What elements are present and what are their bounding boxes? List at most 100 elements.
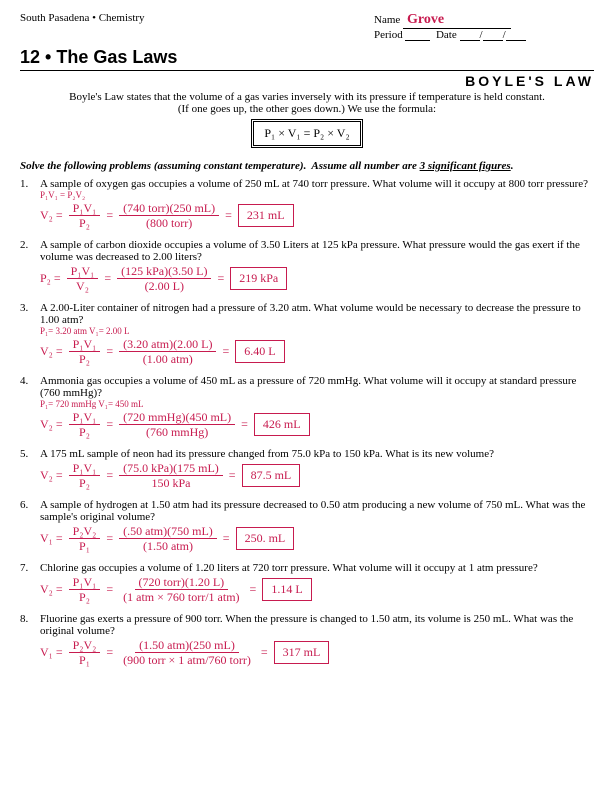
period-label: Period: [374, 29, 403, 41]
law-title: BOYLE'S LAW: [20, 73, 594, 89]
equals-sign: =: [106, 468, 113, 483]
problem-number: 2.: [20, 239, 40, 296]
fraction-numeric: (3.20 atm)(2.00 L)(1.00 atm): [119, 338, 216, 365]
problem-number: 3.: [20, 302, 40, 369]
answer-box: 317 mL: [274, 641, 330, 664]
problem-number: 8.: [20, 613, 40, 670]
fraction-symbolic: P₁V₁V₂: [67, 265, 99, 292]
equals-sign: =: [250, 582, 257, 597]
header: South Pasadena • Chemistry Name Grove Pe…: [20, 12, 594, 41]
equals-sign: =: [106, 344, 113, 359]
fraction-symbolic: P₂V₂P₁: [69, 525, 101, 552]
equals-sign: =: [106, 531, 113, 546]
fraction-numeric: (740 torr)(250 mL)(800 torr): [119, 202, 219, 229]
work-prefix: V₂ =: [40, 417, 63, 432]
equals-sign: =: [106, 582, 113, 597]
handwritten-work: V₂ =P₁V₁P₂=(75.0 kPa)(175 mL)150 kPa=87.…: [40, 462, 594, 489]
handwritten-note: P₁= 3.20 atm V₁= 2.00 L: [40, 326, 594, 336]
instruction: Solve the following problems (assuming c…: [20, 160, 594, 172]
answer-box: 250. mL: [236, 527, 295, 550]
handwritten-work: V₂ = P₁V₁P₂ = (720 mmHg)(450 mL)(760 mmHg) =…: [40, 411, 594, 438]
equals-sign: =: [261, 645, 268, 660]
fraction-symbolic: P₁V₁P₂: [69, 202, 101, 229]
handwritten-work: V₂ = P₁V₁P₂ = (3.20 atm)(2.00 L)(1.00 atm) =…: [40, 338, 594, 365]
equals-sign: =: [241, 417, 248, 432]
date-blank-3: [506, 40, 526, 41]
handwritten-note: P₁V₁ = P₂V₂: [40, 190, 594, 200]
name-label: Name: [374, 14, 400, 26]
date-label: Date: [436, 29, 457, 41]
answer-box: 231 mL: [238, 204, 294, 227]
equals-sign: =: [217, 271, 224, 286]
work-prefix: V₁ =: [40, 531, 63, 546]
work-prefix: V₁ =: [40, 645, 63, 660]
fraction-symbolic: P₁V₁P₂: [69, 576, 101, 603]
problem: 2.A sample of carbon dioxide occupies a …: [20, 239, 594, 296]
handwritten-work: P₂ = P₁V₁V₂ = (125 kPa)(3.50 L)(2.00 L) = 219…: [40, 265, 594, 292]
fraction-numeric: (125 kPa)(3.50 L)(2.00 L): [117, 265, 211, 292]
intro-text: Boyle's Law states that the volume of a …: [20, 91, 594, 115]
course-label: South Pasadena • Chemistry: [20, 12, 145, 41]
answer-box: 426 mL: [254, 413, 310, 436]
problem-body: Ammonia gas occupies a volume of 450 mL …: [40, 375, 594, 442]
answer-box: 1.14 L: [262, 578, 311, 601]
problem-text: A sample of oxygen gas occupies a volume…: [40, 178, 594, 190]
equals-sign: =: [104, 271, 111, 286]
fraction-numeric: (720 mmHg)(450 mL)(760 mmHg): [119, 411, 235, 438]
work-prefix: V₂ =: [40, 344, 63, 359]
fraction-numeric: (.50 atm)(750 mL)(1.50 atm): [119, 525, 217, 552]
fraction-symbolic: P₁V₁P₂: [69, 411, 101, 438]
problem-text: Fluorine gas exerts a pressure of 900 to…: [40, 613, 594, 637]
fraction-symbolic: P₁V₁P₂: [69, 338, 101, 365]
fraction-numeric: (720 torr)(1.20 L)(1 atm × 760 torr/1 at…: [119, 576, 243, 603]
problem: 7.Chlorine gas occupies a volume of 1.20…: [20, 562, 594, 607]
problem-text: Chlorine gas occupies a volume of 1.20 l…: [40, 562, 594, 574]
problem-body: A sample of hydrogen at 1.50 atm had its…: [40, 499, 594, 556]
problem-text: Ammonia gas occupies a volume of 450 mL …: [40, 375, 594, 399]
equals-sign: =: [223, 531, 230, 546]
answer-box: 219 kPa: [230, 267, 287, 290]
fraction-numeric: (1.50 atm)(250 mL)(900 torr × 1 atm/760 …: [119, 639, 255, 666]
problem: 3.A 2.00-Liter container of nitrogen had…: [20, 302, 594, 369]
intro-line-1: Boyle's Law states that the volume of a …: [69, 91, 545, 103]
formula-box: P₁ × V₁ = P₂ × V₂: [251, 119, 362, 148]
problem: 5.A 175 mL sample of neon had its pressu…: [20, 448, 594, 493]
problem-body: Chlorine gas occupies a volume of 1.20 l…: [40, 562, 594, 607]
name-period-block: Name Grove Period Date //: [374, 12, 594, 41]
chapter-title: 12 • The Gas Laws: [20, 47, 594, 71]
answer-box: 87.5 mL: [242, 464, 301, 487]
handwritten-work: V₂ =P₁V₁P₂=(740 torr)(250 mL)(800 torr)=…: [40, 202, 594, 229]
problem-number: 6.: [20, 499, 40, 556]
problem: 4.Ammonia gas occupies a volume of 450 m…: [20, 375, 594, 442]
formula-wrap: P₁ × V₁ = P₂ × V₂: [20, 115, 594, 152]
problem: 8.Fluorine gas exerts a pressure of 900 …: [20, 613, 594, 670]
problem-body: A sample of oxygen gas occupies a volume…: [40, 178, 594, 233]
student-name: Grove: [403, 12, 511, 29]
problem-number: 1.: [20, 178, 40, 233]
work-prefix: V₂ =: [40, 208, 63, 223]
period-blank: [405, 40, 430, 41]
handwritten-note: P₁= 720 mmHg V₁= 450 mL: [40, 399, 594, 409]
problem-text: A sample of hydrogen at 1.50 atm had its…: [40, 499, 594, 523]
work-prefix: P₂ =: [40, 271, 61, 286]
fraction-symbolic: P₂V₂P₁: [69, 639, 101, 666]
problem: 1.A sample of oxygen gas occupies a volu…: [20, 178, 594, 233]
answer-box: 6.40 L: [235, 340, 284, 363]
problem-body: A sample of carbon dioxide occupies a vo…: [40, 239, 594, 296]
equals-sign: =: [106, 417, 113, 432]
work-prefix: V₂ =: [40, 468, 63, 483]
problem-text: A 2.00-Liter container of nitrogen had a…: [40, 302, 594, 326]
handwritten-work: V₁ = P₂V₂P₁ = (.50 atm)(750 mL)(1.50 atm) = 2…: [40, 525, 594, 552]
worksheet-page: South Pasadena • Chemistry Name Grove Pe…: [0, 0, 614, 800]
problem-body: A 175 mL sample of neon had its pressure…: [40, 448, 594, 493]
problem-body: A 2.00-Liter container of nitrogen had a…: [40, 302, 594, 369]
equals-sign: =: [222, 344, 229, 359]
equals-sign: =: [229, 468, 236, 483]
work-prefix: V₂ =: [40, 582, 63, 597]
problem-number: 4.: [20, 375, 40, 442]
intro-line-2: (If one goes up, the other goes down.) W…: [178, 103, 436, 115]
problem: 6.A sample of hydrogen at 1.50 atm had i…: [20, 499, 594, 556]
fraction-symbolic: P₁V₁P₂: [69, 462, 101, 489]
date-blank-2: [483, 40, 503, 41]
handwritten-work: V₁ = P₂V₂P₁ = (1.50 atm)(250 mL)(900 torr ×…: [40, 639, 594, 666]
